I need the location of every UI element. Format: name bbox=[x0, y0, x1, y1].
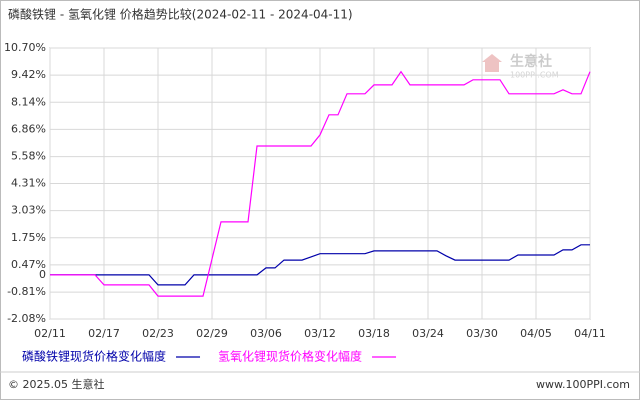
footer-copyright: © 2025.05 生意社 bbox=[8, 377, 104, 391]
y-tick-label: 1.75% bbox=[11, 231, 46, 244]
x-tick-label: 02/11 bbox=[34, 327, 66, 340]
x-tick-label: 02/17 bbox=[88, 327, 120, 340]
legend-label: 氢氧化锂现货价格变化幅度 bbox=[218, 349, 362, 364]
y-tick-label: 6.86% bbox=[11, 122, 46, 135]
watermark-name: 生意社 bbox=[510, 53, 552, 70]
y-tick-label: 0.47% bbox=[11, 258, 46, 271]
y-tick-label: 5.58% bbox=[11, 150, 46, 163]
y-tick-label: -2.08% bbox=[7, 312, 46, 325]
y-tick-label: 8.14% bbox=[11, 95, 46, 108]
footer-site: www.100PPI.com bbox=[536, 378, 630, 391]
x-tick-label: 04/11 bbox=[574, 327, 606, 340]
x-tick-label: 03/24 bbox=[412, 327, 444, 340]
chart-title: 磷酸铁锂 - 氢氧化锂 价格趋势比较(2024-02-11 - 2024-04-… bbox=[8, 7, 353, 22]
x-tick-label: 02/29 bbox=[196, 327, 228, 340]
y-tick-label: 9.42% bbox=[11, 68, 46, 81]
y-tick-label: 10.70% bbox=[4, 41, 46, 54]
series-line bbox=[50, 244, 590, 286]
watermark-logo bbox=[482, 54, 502, 72]
x-tick-label: 03/18 bbox=[358, 327, 390, 340]
legend-label: 磷酸铁锂现货价格变化幅度 bbox=[22, 349, 166, 364]
series-line bbox=[50, 70, 591, 297]
x-tick-label: 04/05 bbox=[520, 327, 552, 340]
x-tick-label: 03/12 bbox=[304, 327, 336, 340]
y-tick-label: 4.31% bbox=[11, 177, 46, 190]
x-tick-label: 02/23 bbox=[142, 327, 174, 340]
y-tick-label: 0 bbox=[39, 268, 46, 281]
x-tick-label: 03/06 bbox=[250, 327, 282, 340]
y-tick-label: 3.03% bbox=[11, 204, 46, 217]
x-tick-label: 03/30 bbox=[466, 327, 498, 340]
y-tick-label: -0.81% bbox=[7, 285, 46, 298]
